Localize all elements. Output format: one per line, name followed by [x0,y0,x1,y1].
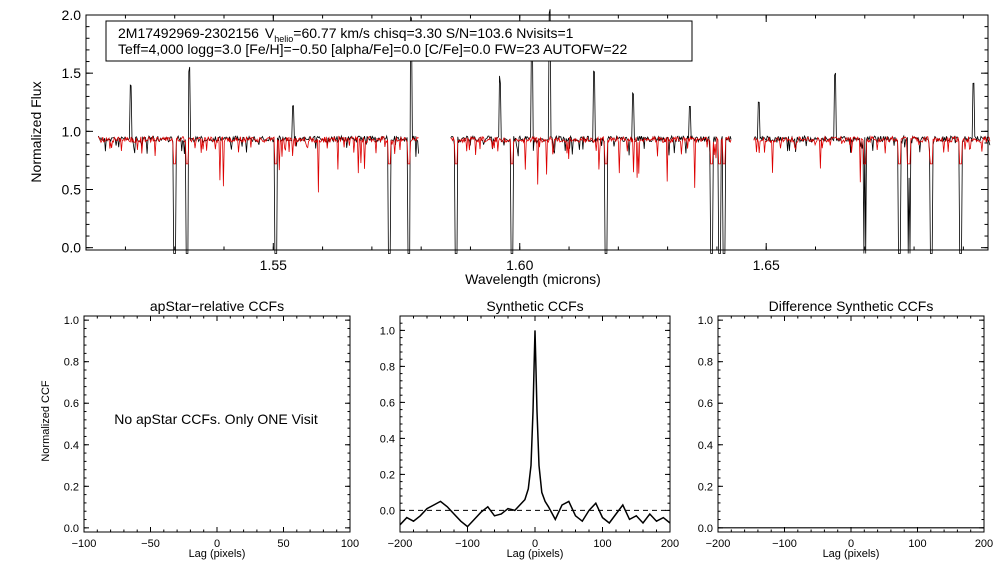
y-tick-label: 0.0 [698,523,713,535]
synthetic-ccf-ticks: −200 −100 0 100 200 0.0 0.2 0.4 0.6 0.8 1.0 [380,315,679,550]
x-tick-label: −100 [455,538,480,550]
x-tick-label: 1.60 [506,257,533,273]
y-tick-label: 0.8 [698,357,713,369]
y-tick-label: 0.2 [380,469,395,481]
y-tick-label: 0.4 [380,433,395,445]
y-tick-label: 1.0 [380,325,395,337]
x-tick-label: −50 [141,538,160,550]
star-id: 2M17492969-2302156 [118,25,259,41]
y-tick-label: 0.4 [64,440,79,452]
difference-ccf-x-label: Lag (pixels) [823,548,880,560]
spectrum-lines [97,9,991,254]
legend-line-2: Teff=4,000 logg=3.0 [Fe/H]=−0.50 [alpha/… [118,41,627,57]
y-tick-label: 2.0 [62,7,82,23]
x-tick-label: 0 [214,538,220,550]
v-symbol: V [265,25,275,41]
observed-spectrum-line [97,16,419,254]
x-tick-label: 100 [593,538,611,550]
synthetic-ccf-lines [399,330,671,528]
x-tick-label: −200 [706,538,731,550]
spectrum-axis-ticks: 1.55 1.60 1.65 0.0 0.5 1.0 1.5 2.0 [62,7,988,273]
y-tick-label: 0.6 [380,397,395,409]
model-spectrum-line [97,135,419,193]
x-tick-label: 200 [975,538,993,550]
y-tick-label: 0.5 [62,182,82,198]
spectrum-panel: 1.55 1.60 1.65 0.0 0.5 1.0 1.5 2.0 Wavelength (… [28,7,991,287]
legend-line-1-rest: =60.77 km/s chisq=3.30 S/N=103.6 Nvisits… [293,25,573,41]
x-tick-label: 0 [532,538,538,550]
x-tick-label: 1.55 [260,257,287,273]
y-tick-label: 0.4 [698,440,713,452]
apstar-ccf-title: apStar−relative CCFs [150,298,284,314]
y-tick-label: 0.8 [380,361,395,373]
y-tick-label: 0.8 [64,357,79,369]
y-tick-label: 1.0 [698,315,713,327]
synthetic-ccf-x-label: Lag (pixels) [507,548,564,560]
x-tick-label: 50 [277,538,289,550]
synthetic-ccf-title: Synthetic CCFs [486,298,583,314]
x-tick-label: 100 [908,538,926,550]
y-tick-label: 0.6 [64,398,79,410]
model-spectrum-line [753,135,991,183]
y-tick-label: 1.0 [62,123,82,139]
x-tick-label: 100 [341,538,359,550]
x-tick-label: 0 [848,538,854,550]
synthetic-ccf-panel: Synthetic CCFs −200 −100 0 100 200 0.0 0.2 0.4 0… [380,298,679,560]
spectrum-y-label: Normalized Flux [28,81,44,182]
y-tick-label: 1.0 [64,315,79,327]
y-tick-label: 0.2 [698,481,713,493]
spectrum-legend-box: 2M17492969-2302156 Vhelio=60.77 km/s chis… [105,20,693,62]
apstar-ccf-y-label: Normalized CCF [40,380,52,462]
apstar-ccf-message: No apStar CCFs. Only ONE Visit [114,411,318,427]
y-tick-label: 0.0 [64,523,79,535]
legend-line-1: 2M17492969-2302156 Vhelio=60.77 km/s chis… [118,25,574,44]
apstar-ccf-ticks: −100 −50 0 50 100 0.0 0.2 0.4 0.6 0.8 1.0 [64,315,359,550]
y-tick-label: 0.2 [64,481,79,493]
x-tick-label: 1.65 [753,257,780,273]
difference-ccf-panel: Difference Synthetic CCFs −200 −100 0 100 20… [698,298,993,560]
difference-ccf-frame [717,315,985,533]
apstar-ccf-x-label: Lag (pixels) [189,548,246,560]
y-tick-label: 0.0 [62,240,82,256]
difference-ccf-ticks: −200 −100 0 100 200 0.0 0.2 0.4 0.6 0.8 1.0 [698,315,993,550]
model-spectrum-line [450,135,732,188]
x-tick-label: −200 [388,538,413,550]
observed-spectrum-line [753,72,991,254]
legend-frame [105,20,693,62]
apstar-ccf-panel: apStar−relative CCFs −100 −50 0 50 100 0.0 0.2… [40,298,359,560]
spectrum-plot-frame [85,14,989,251]
difference-ccf-title: Difference Synthetic CCFs [769,298,934,314]
spectrum-x-label: Wavelength (microns) [465,271,601,287]
y-tick-label: 0.6 [698,398,713,410]
y-tick-label: 0.0 [380,505,395,517]
synthetic-ccf-line [399,330,671,528]
v-subscript: helio [274,34,293,44]
x-tick-label: 200 [661,538,679,550]
x-tick-label: −100 [772,538,797,550]
y-tick-label: 1.5 [62,65,82,81]
x-tick-label: −100 [72,538,97,550]
